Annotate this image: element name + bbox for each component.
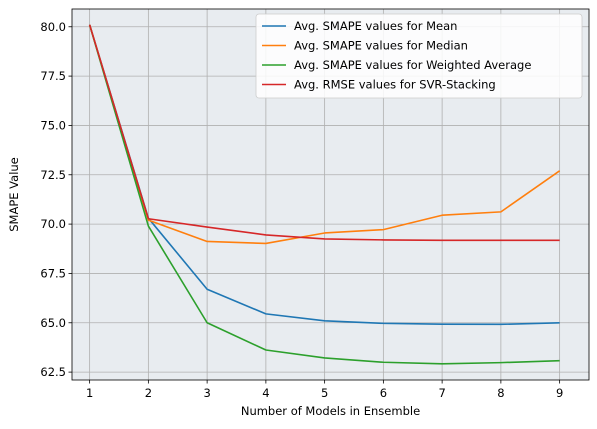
y-axis-ticks: 62.5 65.0 67.5 70.0 72.5 75.0 77.5 80.0 bbox=[40, 20, 72, 379]
series-line-3 bbox=[88, 24, 560, 365]
y-tick-label: 65.0 bbox=[40, 316, 66, 330]
series-lines bbox=[88, 24, 561, 365]
x-tick-label: 3 bbox=[203, 386, 210, 400]
x-axis-ticks: 1 2 3 4 5 6 7 8 9 bbox=[86, 380, 563, 400]
x-tick-label: 7 bbox=[438, 386, 445, 400]
series-line-1 bbox=[88, 24, 560, 326]
legend-entry: Avg. SMAPE values for Median bbox=[294, 39, 468, 53]
legend-entry: Avg. SMAPE values for Weighted Average bbox=[294, 58, 531, 72]
x-tick-label: 9 bbox=[556, 386, 563, 400]
y-tick-label: 75.0 bbox=[40, 118, 66, 132]
x-tick-label: 5 bbox=[321, 386, 328, 400]
legend: Avg. SMAPE values for Mean Avg. SMAPE val… bbox=[255, 13, 583, 99]
legend-entry: Avg. SMAPE values for Mean bbox=[294, 19, 457, 33]
x-tick-label: 6 bbox=[380, 386, 387, 400]
y-tick-label: 70.0 bbox=[40, 217, 66, 231]
legend-entry: Avg. RMSE values for SVR-Stacking bbox=[294, 78, 496, 92]
y-tick-label: 80.0 bbox=[40, 20, 66, 34]
plot-frame bbox=[71, 8, 590, 381]
x-tick-label: 2 bbox=[145, 386, 152, 400]
y-axis-label: SMAPE Value bbox=[7, 157, 21, 232]
x-axis-label: Number of Models in Ensemble bbox=[241, 404, 420, 418]
x-tick-label: 4 bbox=[262, 386, 269, 400]
x-tick-label: 1 bbox=[86, 386, 93, 400]
series-line-2 bbox=[88, 24, 561, 245]
y-tick-label: 67.5 bbox=[40, 266, 66, 280]
y-tick-label: 62.5 bbox=[40, 365, 66, 379]
series-line-4 bbox=[88, 24, 560, 242]
legend-box bbox=[255, 13, 583, 99]
x-tick-label: 8 bbox=[497, 386, 504, 400]
y-tick-label: 72.5 bbox=[40, 168, 66, 182]
y-tick-label: 77.5 bbox=[40, 69, 66, 83]
